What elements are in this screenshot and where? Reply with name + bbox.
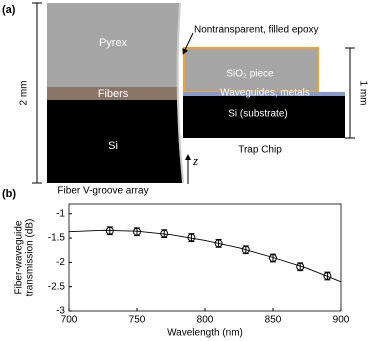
si-label: Si <box>108 140 118 152</box>
left-caption: Fiber V-groove array <box>57 186 148 197</box>
y-axis-label: Fiber-waveguide <box>14 220 25 294</box>
data-point <box>241 245 250 254</box>
y-tick-label: -1 <box>56 208 65 219</box>
right-caption: Trap Chip <box>238 145 282 156</box>
y-tick-label: -3 <box>56 306 65 317</box>
substrate <box>183 96 345 138</box>
panel-label: (b) <box>2 188 16 200</box>
substrate-label: Si (substrate) <box>228 109 287 120</box>
x-tick-label: 900 <box>333 315 350 326</box>
epoxy-edge <box>176 2 184 184</box>
data-point <box>214 239 223 248</box>
waveguide-label: Waveguides, metals <box>220 88 310 99</box>
pyrex-block <box>47 3 180 87</box>
plot-frame <box>68 203 342 312</box>
x-tick-label: 750 <box>129 315 146 326</box>
epoxy-label: Nontransparent, filled epoxy <box>194 25 319 36</box>
si-block <box>47 100 183 183</box>
x-axis-label: Wavelength (nm) <box>167 328 243 339</box>
y-axis-label: transmission (dB) <box>25 219 36 297</box>
y-tick-label: -2 <box>56 257 65 268</box>
fibers-layer <box>47 87 178 100</box>
y-tick-label: -1.5 <box>48 233 66 244</box>
x-tick-label: 700 <box>61 315 78 326</box>
waveguide-layer <box>183 92 345 96</box>
pyrex-label: Pyrex <box>99 37 128 49</box>
sio2-piece <box>183 47 319 93</box>
data-point <box>323 271 332 280</box>
fibers-label: Fibers <box>98 88 129 100</box>
x-tick-label: 850 <box>265 315 282 326</box>
z-label: z <box>192 153 198 168</box>
epoxy-arrow <box>182 32 194 55</box>
y-tick-label: -2.5 <box>48 281 66 292</box>
sio2-label: SiO₂ piece <box>226 69 274 80</box>
x-tick-label: 800 <box>197 315 214 326</box>
dimension-label: 2 mm <box>19 81 30 106</box>
fit-line <box>68 229 342 283</box>
panel-label: (a) <box>2 4 16 16</box>
dimension-label: 1 mm <box>357 81 368 106</box>
data-point <box>269 253 277 262</box>
